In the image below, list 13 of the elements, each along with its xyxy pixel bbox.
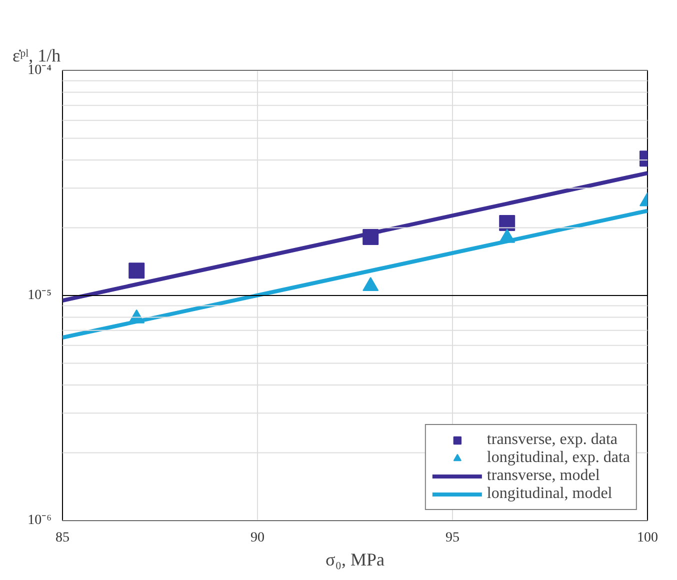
y-axis-title: ε̇ᵖˡ, 1/h: [12, 46, 61, 66]
x-tick-label: 90: [250, 530, 264, 546]
y-tick-label: 10⁻⁴: [28, 63, 52, 78]
legend-label: longitudinal, model: [486, 485, 612, 503]
legend-label: longitudinal, exp. data: [486, 449, 630, 467]
y-tick-label: 10⁻⁶: [28, 513, 52, 528]
legend-label: transverse, exp. data: [486, 431, 618, 449]
x-tick-label: 85: [56, 530, 70, 546]
x-tick-label: 100: [637, 530, 658, 546]
x-axis-title: σ₀, MPa: [326, 550, 384, 570]
legend-label: transverse, model: [486, 467, 600, 485]
x-tick-label: 95: [446, 530, 460, 546]
y-tick-label: 10⁻⁵: [28, 288, 52, 303]
